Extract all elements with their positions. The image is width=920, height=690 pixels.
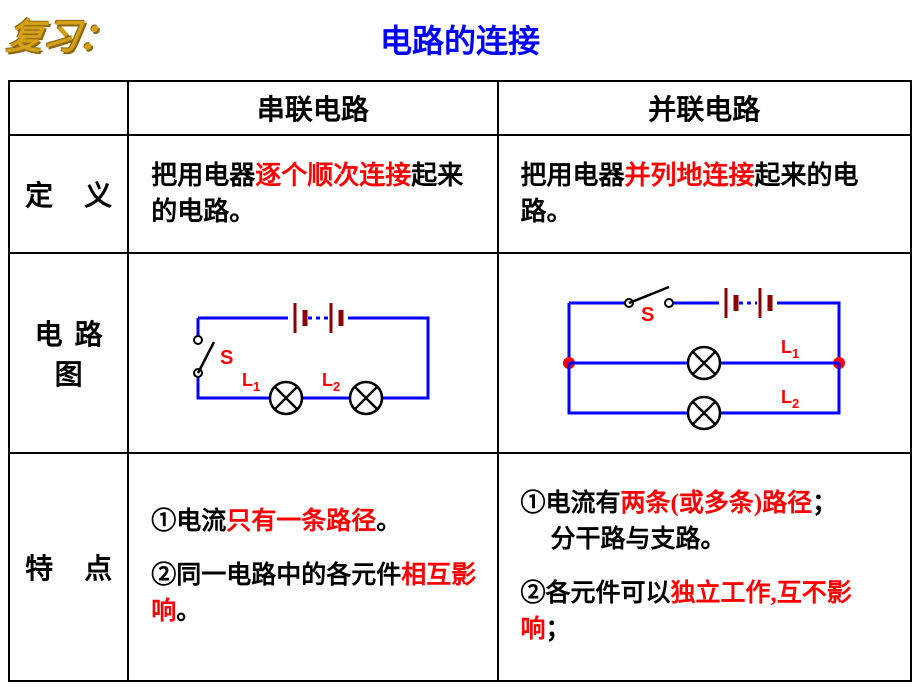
parallel-circuit-svg: S L1 (519, 263, 889, 443)
lamp-l2-label-parallel: L2 (781, 387, 799, 411)
row-head-definition: 定 义 (9, 135, 128, 253)
switch-label-parallel: S (641, 304, 654, 326)
diagram-parallel: S L1 (498, 253, 912, 453)
header-parallel: 并联电路 (498, 81, 912, 135)
page-title: 电路的连接 (0, 0, 920, 62)
header-series: 串联电路 (128, 81, 497, 135)
series-circuit-svg: S L1 L2 (158, 268, 468, 438)
def-series: 把用电器逐个顺次连接起来的电路。 (128, 135, 497, 253)
def-parallel: 把用电器并列地连接起来的电路。 (498, 135, 912, 253)
row-head-features: 特 点 (9, 453, 128, 681)
feat-series-p2: ②同一电路中的各元件相互影响。 (151, 558, 478, 631)
lamp-l2-label-series: L2 (322, 370, 340, 394)
def-series-pre: 把用电器 (151, 161, 255, 190)
lamp-l1-label-parallel: L1 (781, 337, 799, 361)
def-series-hl: 逐个顺次连接 (255, 161, 411, 190)
corner-cell (9, 81, 128, 135)
diagram-series: S L1 L2 (128, 253, 497, 453)
row-head-diagram: 电路图 (9, 253, 128, 453)
review-badge: 复习： (4, 8, 119, 60)
feat-series: ①电流只有一条路径。 ②同一电路中的各元件相互影响。 (128, 453, 497, 681)
lamp-l1-label-series: L1 (242, 370, 260, 394)
feat-series-p1: ①电流只有一条路径。 (151, 504, 478, 540)
comparison-table: 串联电路 并联电路 定 义 把用电器逐个顺次连接起来的电路。 把用电器并列地连接… (8, 80, 912, 682)
def-parallel-pre: 把用电器 (521, 161, 625, 190)
switch-label-series: S (220, 347, 233, 369)
def-parallel-hl: 并列地连接 (625, 161, 755, 190)
feat-parallel: ①电流有两条(或多条)路径；分干路与支路。 ②各元件可以独立工作,互不影响； (498, 453, 912, 681)
feat-parallel-p1: ①电流有两条(或多条)路径；分干路与支路。 (521, 486, 893, 559)
feat-parallel-p2: ②各元件可以独立工作,互不影响； (521, 576, 893, 649)
